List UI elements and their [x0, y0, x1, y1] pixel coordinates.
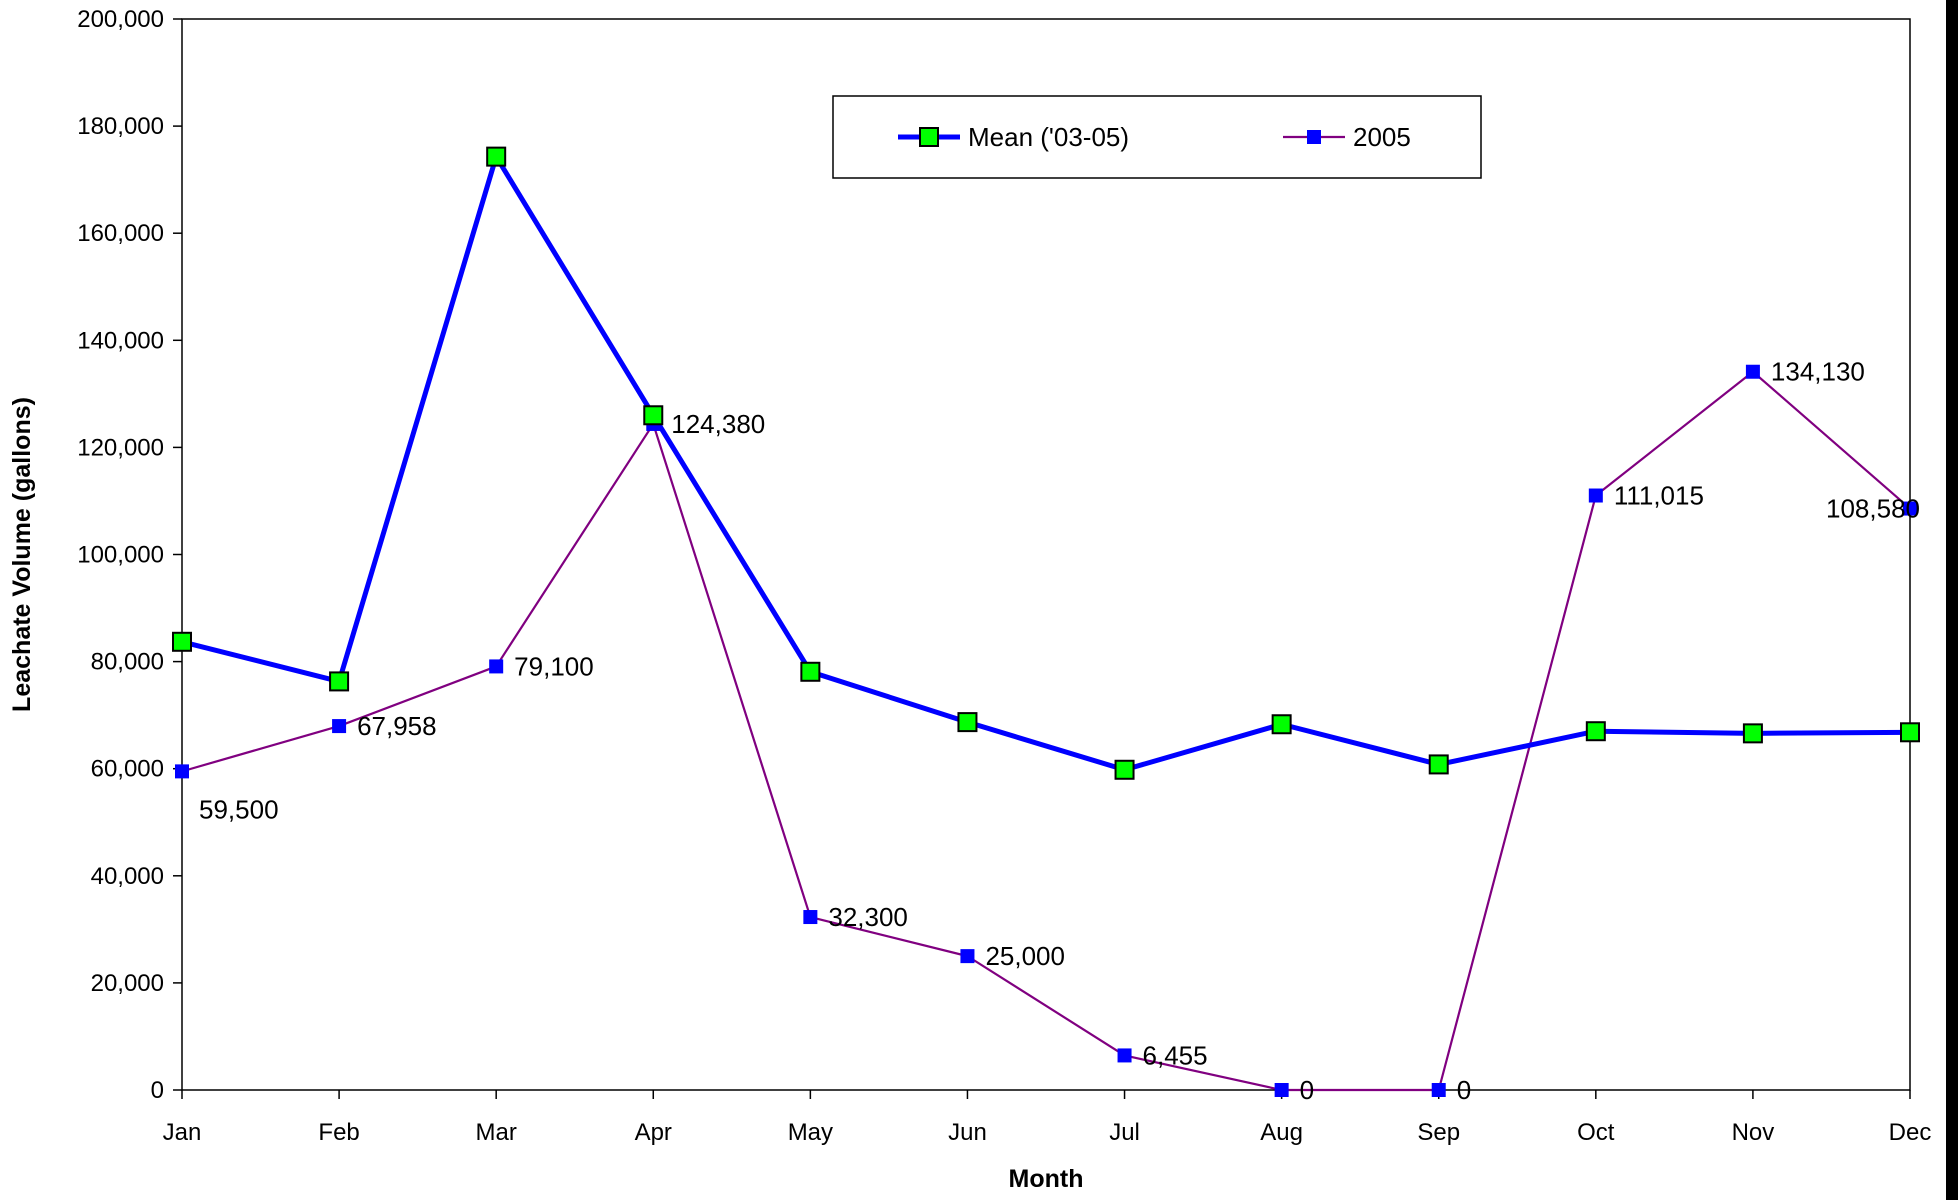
x-tick-label: Jan	[163, 1119, 202, 1146]
data-label: 67,958	[357, 711, 437, 741]
data-label: 134,130	[1771, 357, 1865, 387]
data-label: 111,015	[1614, 481, 1704, 511]
data-point	[1585, 721, 1606, 742]
legend-label-2005: 2005	[1353, 122, 1411, 152]
y-tick-label: 60,000	[91, 756, 164, 783]
y-axis-title: Leachate Volume (gallons)	[8, 397, 36, 712]
x-tick-label: Feb	[318, 1119, 359, 1146]
x-axis-title: Month	[1009, 1165, 1084, 1193]
x-tick-label: Oct	[1577, 1119, 1615, 1146]
x-tick-label: Jun	[948, 1119, 987, 1146]
data-point	[1588, 488, 1603, 503]
y-tick-label: 40,000	[91, 863, 164, 890]
data-point	[1274, 1083, 1289, 1097]
data-point	[175, 764, 189, 779]
data-point	[1742, 723, 1763, 744]
data-label: 0	[1457, 1075, 1471, 1105]
data-label: 124,380	[671, 409, 765, 439]
data-point	[1903, 501, 1917, 516]
x-tick-label: Sep	[1417, 1119, 1460, 1146]
x-tick-label: Mar	[476, 1119, 517, 1146]
y-tick-label: 0	[151, 1077, 164, 1104]
data-label: 0	[1300, 1075, 1314, 1105]
series-line	[181, 370, 1911, 1092]
y-tick-label: 100,000	[77, 542, 164, 569]
data-point	[957, 712, 978, 733]
data-label: 32,300	[828, 902, 908, 932]
plot-area	[181, 18, 1911, 1091]
data-point	[1271, 714, 1292, 735]
data-point	[643, 405, 664, 426]
x-tick-label: Dec	[1889, 1119, 1932, 1146]
data-point	[1117, 1048, 1132, 1063]
y-tick-label: 140,000	[77, 327, 164, 354]
data-point	[960, 949, 975, 964]
data-point	[800, 661, 821, 682]
data-point	[1428, 754, 1449, 775]
series-2005	[175, 364, 1917, 1097]
x-tick-label: Jul	[1109, 1119, 1140, 1146]
data-label: 79,100	[514, 651, 594, 681]
data-label: 59,500	[199, 794, 279, 824]
data-point	[489, 659, 504, 674]
data-point	[332, 719, 347, 734]
legend-marker-mean	[919, 127, 939, 147]
y-tick-label: 120,000	[77, 434, 164, 461]
y-tick-label: 200,000	[77, 6, 164, 33]
x-tick-label: May	[788, 1119, 833, 1146]
legend-label-mean: Mean ('03-05)	[968, 122, 1129, 152]
data-point	[1431, 1083, 1446, 1097]
y-tick-label: 180,000	[77, 113, 164, 140]
y-tick-label: 80,000	[91, 649, 164, 676]
x-tick-label: Apr	[635, 1119, 672, 1146]
x-tick-label: Aug	[1260, 1119, 1303, 1146]
legend-marker-2005	[1307, 130, 1321, 144]
legend: Mean ('03-05) 2005	[832, 95, 1482, 179]
data-label: 6,455	[1143, 1040, 1208, 1070]
data-point	[803, 910, 818, 925]
data-point	[1900, 722, 1920, 743]
data-point	[172, 631, 192, 652]
data-label: 108,580	[1826, 494, 1920, 524]
data-point	[1114, 759, 1135, 780]
y-tick-label: 160,000	[77, 220, 164, 247]
y-tick-label: 20,000	[91, 970, 164, 997]
data-point	[486, 146, 507, 167]
y-axis: 0 20,000 40,000 60,000 80,000 100,000 120,000 1…	[77, 6, 182, 1104]
x-tick-label: Nov	[1732, 1119, 1775, 1146]
x-axis: Jan Feb Mar Apr May Jun Jul Aug Sep Oct Nov Dec	[163, 1090, 1932, 1146]
data-point	[329, 671, 350, 692]
right-edge-bar	[1946, 0, 1958, 1200]
data-point	[1745, 364, 1760, 379]
series-line	[181, 154, 1911, 773]
series-mean	[172, 146, 1920, 780]
data-label: 25,000	[985, 941, 1065, 971]
